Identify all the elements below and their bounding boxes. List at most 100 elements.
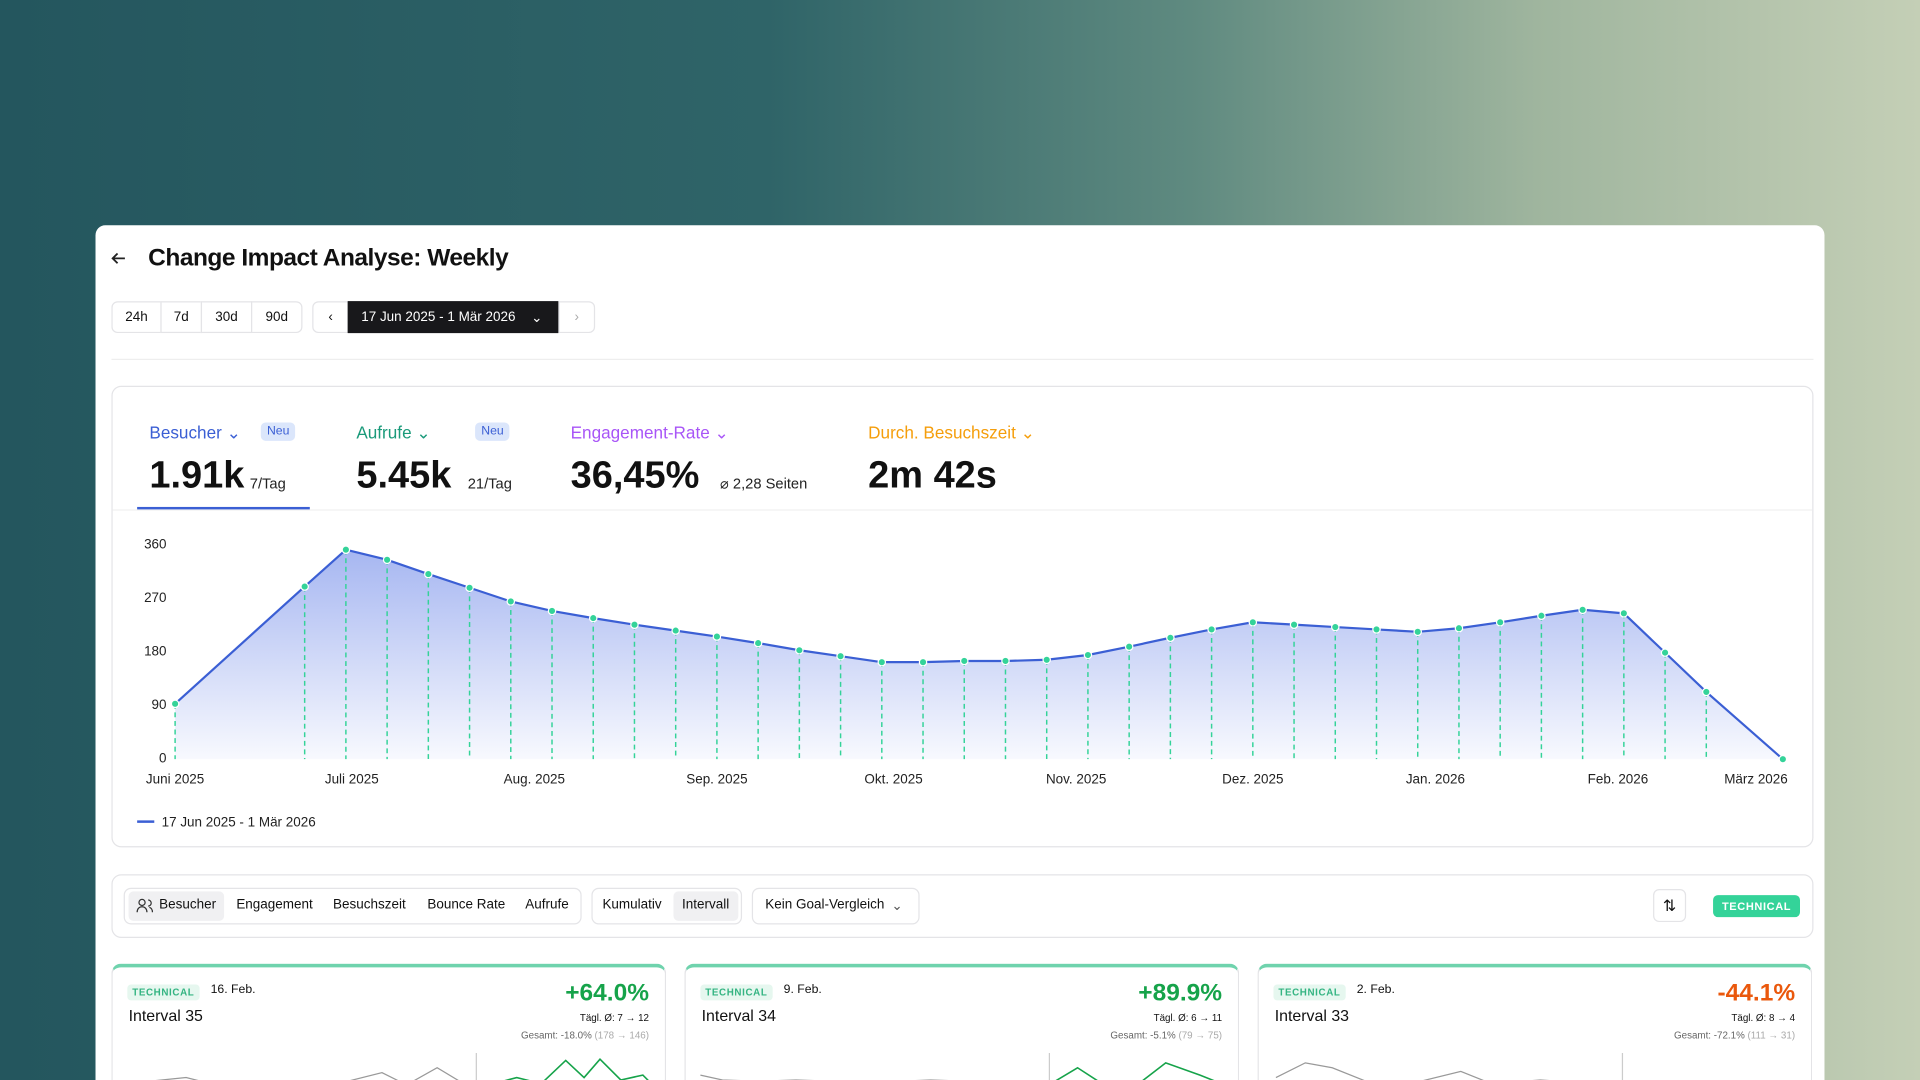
metric-label[interactable]: Durch. Besuchszeit ⌄ bbox=[868, 422, 1035, 443]
goal-dropdown[interactable] bbox=[751, 887, 920, 925]
point bbox=[1619, 609, 1629, 618]
x-tick-label: Dez. 2025 bbox=[1222, 772, 1283, 787]
point bbox=[170, 699, 180, 709]
x-tick-label: Nov. 2025 bbox=[1046, 772, 1106, 787]
date-range-button[interactable]: 17 Jun 2025 - 1 Mär 2026 ⌄ bbox=[347, 301, 559, 334]
point bbox=[1454, 623, 1464, 633]
card-total-detail: (111 → 31) bbox=[1747, 1029, 1796, 1041]
y-tick-label: 90 bbox=[152, 697, 167, 712]
metric-label[interactable]: Aufrufe ⌄ bbox=[356, 422, 431, 443]
point bbox=[1083, 650, 1093, 660]
sparkline bbox=[1275, 1053, 1624, 1080]
y-tick-label: 270 bbox=[144, 590, 166, 605]
point bbox=[959, 656, 969, 666]
sort-button[interactable]: ⇅ bbox=[1653, 888, 1687, 923]
y-tick-label: 360 bbox=[144, 536, 166, 551]
chevron: ⌄ bbox=[891, 898, 903, 914]
x-tick-label: Juli 2025 bbox=[325, 772, 379, 787]
metric-badge: Neu bbox=[475, 422, 510, 441]
point bbox=[1778, 754, 1788, 764]
point bbox=[1330, 622, 1340, 632]
metric-badge: Neu bbox=[260, 422, 296, 441]
metric-sub: 7/Tag bbox=[249, 475, 286, 493]
metric-tab[interactable]: Aufrufe bbox=[525, 897, 569, 913]
card-name: Interval 35 bbox=[128, 1006, 203, 1025]
point bbox=[1166, 633, 1175, 643]
date-range: 17 Jun 2025 - 1 Mär 2026 bbox=[361, 309, 516, 325]
point bbox=[1495, 617, 1505, 627]
metric-value: 36,45% bbox=[570, 453, 700, 496]
point bbox=[1207, 625, 1216, 634]
metric-value: 1.91k bbox=[149, 453, 245, 496]
sparkline bbox=[700, 1053, 1215, 1080]
metric-label[interactable]: Besucher ⌄ bbox=[149, 422, 241, 443]
point bbox=[918, 657, 928, 667]
mode-tab[interactable]: Kumulativ bbox=[602, 897, 662, 913]
card-total-value: Gesamt: -72.1% bbox=[1674, 1029, 1745, 1041]
card-total-value: Gesamt: -5.1% bbox=[1110, 1029, 1176, 1041]
point bbox=[1413, 627, 1423, 637]
interval-card[interactable]: TECHNICAL 2. Feb. Interval 33 -44.1% Täg… bbox=[1257, 963, 1813, 1080]
interval-card[interactable]: TECHNICAL 9. Feb. Interval 34 +89.9% Täg… bbox=[684, 963, 1240, 1080]
metric-tab[interactable]: Bounce Rate bbox=[427, 897, 506, 913]
back-arrow[interactable] bbox=[110, 250, 127, 267]
point bbox=[671, 626, 680, 635]
point bbox=[1289, 620, 1299, 629]
point bbox=[465, 583, 474, 593]
card-total: Gesamt: -72.1% (111 → 31) bbox=[1674, 1030, 1795, 1041]
point bbox=[1578, 605, 1587, 615]
card-total-detail: (178 → 146) bbox=[594, 1029, 649, 1041]
card-name: Interval 33 bbox=[1274, 1006, 1350, 1025]
card-change: +64.0% bbox=[565, 979, 649, 1007]
chevron: ⌄ bbox=[531, 310, 543, 326]
active-mode-bg bbox=[673, 891, 739, 921]
prev-button[interactable]: ‹ bbox=[312, 301, 349, 334]
point bbox=[424, 569, 433, 579]
card-name: Interval 34 bbox=[701, 1006, 776, 1025]
mode-tab[interactable]: Intervall bbox=[682, 897, 730, 913]
card-tag: TECHNICAL bbox=[1273, 984, 1346, 1001]
point bbox=[712, 632, 722, 641]
metric-name: Engagement-Rate bbox=[570, 422, 710, 443]
point bbox=[588, 613, 598, 623]
point bbox=[1660, 648, 1670, 657]
point bbox=[1537, 611, 1546, 621]
users-icon bbox=[136, 898, 154, 913]
tag-badge[interactable]: TECHNICAL bbox=[1713, 895, 1800, 918]
point bbox=[836, 651, 845, 661]
metric-name: Durch. Besuchszeit bbox=[868, 422, 1016, 443]
card-change: -44.1% bbox=[1717, 979, 1796, 1007]
point bbox=[877, 657, 887, 667]
range-button[interactable]: 90d bbox=[251, 301, 303, 334]
metric-sub: 21/Tag bbox=[467, 475, 512, 493]
x-tick-label: Juni 2025 bbox=[146, 772, 204, 787]
metric-tab[interactable]: Engagement bbox=[236, 897, 313, 913]
point bbox=[1124, 642, 1134, 651]
point bbox=[1372, 625, 1381, 634]
card-date: 9. Feb. bbox=[783, 983, 822, 997]
card-tag: TECHNICAL bbox=[127, 984, 200, 1001]
card-total-detail: (79 → 75) bbox=[1178, 1029, 1223, 1041]
card-total: Gesamt: -18.0% (178 → 146) bbox=[521, 1030, 649, 1041]
card-total: Gesamt: -5.1% (79 → 75) bbox=[1110, 1030, 1222, 1041]
point bbox=[795, 645, 804, 655]
point bbox=[630, 620, 639, 629]
card-change: +89.9% bbox=[1138, 979, 1223, 1007]
next-button[interactable]: › bbox=[558, 301, 596, 334]
x-tick-label: Sep. 2025 bbox=[686, 772, 747, 787]
point bbox=[1248, 617, 1258, 627]
range-button[interactable]: 24h bbox=[111, 301, 162, 334]
card-date: 16. Feb. bbox=[210, 983, 256, 997]
range-button[interactable]: 30d bbox=[200, 301, 253, 334]
card-daily: Tägl. Ø: 6 → 11 bbox=[1153, 1012, 1223, 1024]
divider bbox=[111, 358, 1814, 360]
x-tick-label: Aug. 2025 bbox=[504, 772, 565, 787]
metric-value: 2m 42s bbox=[868, 453, 997, 496]
metric-label[interactable]: Engagement-Rate ⌄ bbox=[570, 422, 729, 443]
interval-card[interactable]: TECHNICAL 16. Feb. Interval 35 +64.0% Tä… bbox=[111, 963, 667, 1080]
metric-tab[interactable]: Besucher bbox=[159, 897, 217, 913]
x-tick-label: Jan. 2026 bbox=[1406, 772, 1465, 787]
point bbox=[506, 597, 516, 606]
metric-tab[interactable]: Besuchszeit bbox=[333, 897, 406, 913]
